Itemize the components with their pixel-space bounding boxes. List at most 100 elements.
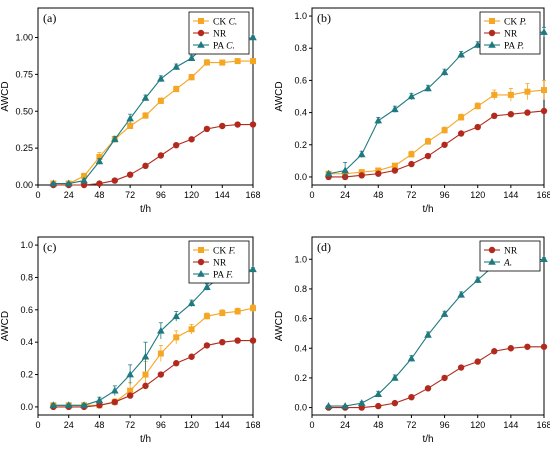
data-point xyxy=(188,353,195,360)
panel-label: (d) xyxy=(317,240,331,254)
data-point xyxy=(374,116,383,124)
y-tick-label: 0.2 xyxy=(294,373,307,383)
y-tick-label: 0.0 xyxy=(20,402,33,412)
x-tick-label: 96 xyxy=(156,190,166,200)
x-tick-label: 96 xyxy=(440,190,450,200)
data-point xyxy=(219,338,226,346)
legend-marker xyxy=(197,29,205,37)
y-tick-label: 1.0 xyxy=(294,11,307,21)
legend-label-main: CK xyxy=(213,246,229,256)
data-point xyxy=(408,160,415,168)
x-tick-label: 48 xyxy=(94,420,104,430)
legend-marker xyxy=(197,270,205,277)
data-point xyxy=(173,360,180,367)
x-tick-label: 0 xyxy=(35,190,40,200)
data-point xyxy=(375,170,382,177)
chart-panel-2: 0 24 48 72 96 120 144 168 0.0 0.2 0.4 0.6 0.8 1.0 t/h A… xyxy=(274,7,550,215)
data-point xyxy=(141,352,150,360)
x-tick-label: 144 xyxy=(215,190,230,200)
y-tick-label: 0.6 xyxy=(294,314,307,324)
data-point xyxy=(357,150,366,158)
legend-label-italic: F. xyxy=(228,246,236,256)
data-point xyxy=(142,371,149,378)
data-point xyxy=(219,310,226,317)
data-point xyxy=(95,396,104,404)
data-point xyxy=(391,399,399,407)
data-point xyxy=(324,169,333,177)
data-point xyxy=(111,398,118,406)
x-tick-label: 24 xyxy=(64,420,74,430)
x-tick-label: 24 xyxy=(340,190,350,200)
series-line xyxy=(328,258,545,407)
data-point xyxy=(375,167,382,174)
x-tick-label: 48 xyxy=(373,190,383,200)
data-point xyxy=(188,326,195,333)
y-tick-label: 1.0 xyxy=(294,254,307,264)
x-tick-label: 96 xyxy=(440,420,450,430)
x-tick-label: 120 xyxy=(184,420,199,430)
legend-label: A. xyxy=(503,258,512,268)
data-point xyxy=(64,401,73,409)
legend-label: CK C. xyxy=(213,17,237,27)
data-point xyxy=(441,127,448,134)
y-axis-title: AWCD xyxy=(274,81,285,111)
y-tick-label: 1.0 xyxy=(20,240,33,250)
legend-marker xyxy=(198,247,204,253)
data-point xyxy=(127,123,134,129)
data-point xyxy=(203,59,210,66)
legend-label: PA C. xyxy=(213,41,235,51)
legend-label: CK P. xyxy=(504,17,527,27)
data-point xyxy=(507,345,515,352)
x-tick-label: 48 xyxy=(94,190,104,200)
series-nr xyxy=(50,121,257,189)
x-axis-title: t/h xyxy=(140,204,151,215)
legend-label-main: NR xyxy=(504,29,518,39)
x-tick-label: 0 xyxy=(309,190,314,200)
data-point xyxy=(408,151,415,158)
data-point xyxy=(540,343,548,350)
data-point xyxy=(473,276,482,283)
legend-marker xyxy=(488,258,496,265)
data-point xyxy=(96,153,103,160)
y-tick-label: 0.8 xyxy=(294,43,307,53)
legend-label: NR xyxy=(213,258,227,268)
y-tick-label: 0.0 xyxy=(294,403,307,413)
x-tick-label: 72 xyxy=(125,420,135,430)
y-axis-title: AWCD xyxy=(274,311,285,341)
legend-label-italic: C. xyxy=(229,17,238,27)
data-point xyxy=(64,179,73,187)
y-tick-label: 0.6 xyxy=(294,75,307,85)
x-tick-label: 72 xyxy=(406,190,416,200)
y-tick-label: 0.4 xyxy=(20,337,33,347)
data-point xyxy=(173,86,180,93)
data-point xyxy=(425,138,431,145)
data-point xyxy=(157,97,164,104)
legend-label-main: NR xyxy=(213,29,227,39)
y-tick-label: 0.6 xyxy=(20,305,33,315)
series-line xyxy=(53,60,253,185)
series-nr xyxy=(325,343,548,411)
data-point xyxy=(110,135,119,143)
legend-label: CK F. xyxy=(213,246,236,256)
x-axis-title: t/h xyxy=(140,434,151,445)
y-tick-label: 0.8 xyxy=(294,284,307,294)
series-line xyxy=(328,89,545,175)
x-axis-title: t/h xyxy=(422,434,433,445)
series-line xyxy=(53,268,254,406)
series-ck xyxy=(50,58,256,187)
data-point xyxy=(524,109,531,116)
series-pa xyxy=(49,265,257,409)
plot-frame xyxy=(311,236,545,416)
data-point xyxy=(507,111,515,118)
data-point xyxy=(96,180,103,187)
data-point xyxy=(234,58,241,65)
data-point xyxy=(341,166,349,174)
data-point xyxy=(80,176,88,184)
legend-label-italic: A. xyxy=(503,258,512,268)
data-point xyxy=(173,141,180,149)
data-point xyxy=(424,385,432,392)
x-tick-label: 168 xyxy=(245,420,260,430)
data-point xyxy=(250,305,256,312)
